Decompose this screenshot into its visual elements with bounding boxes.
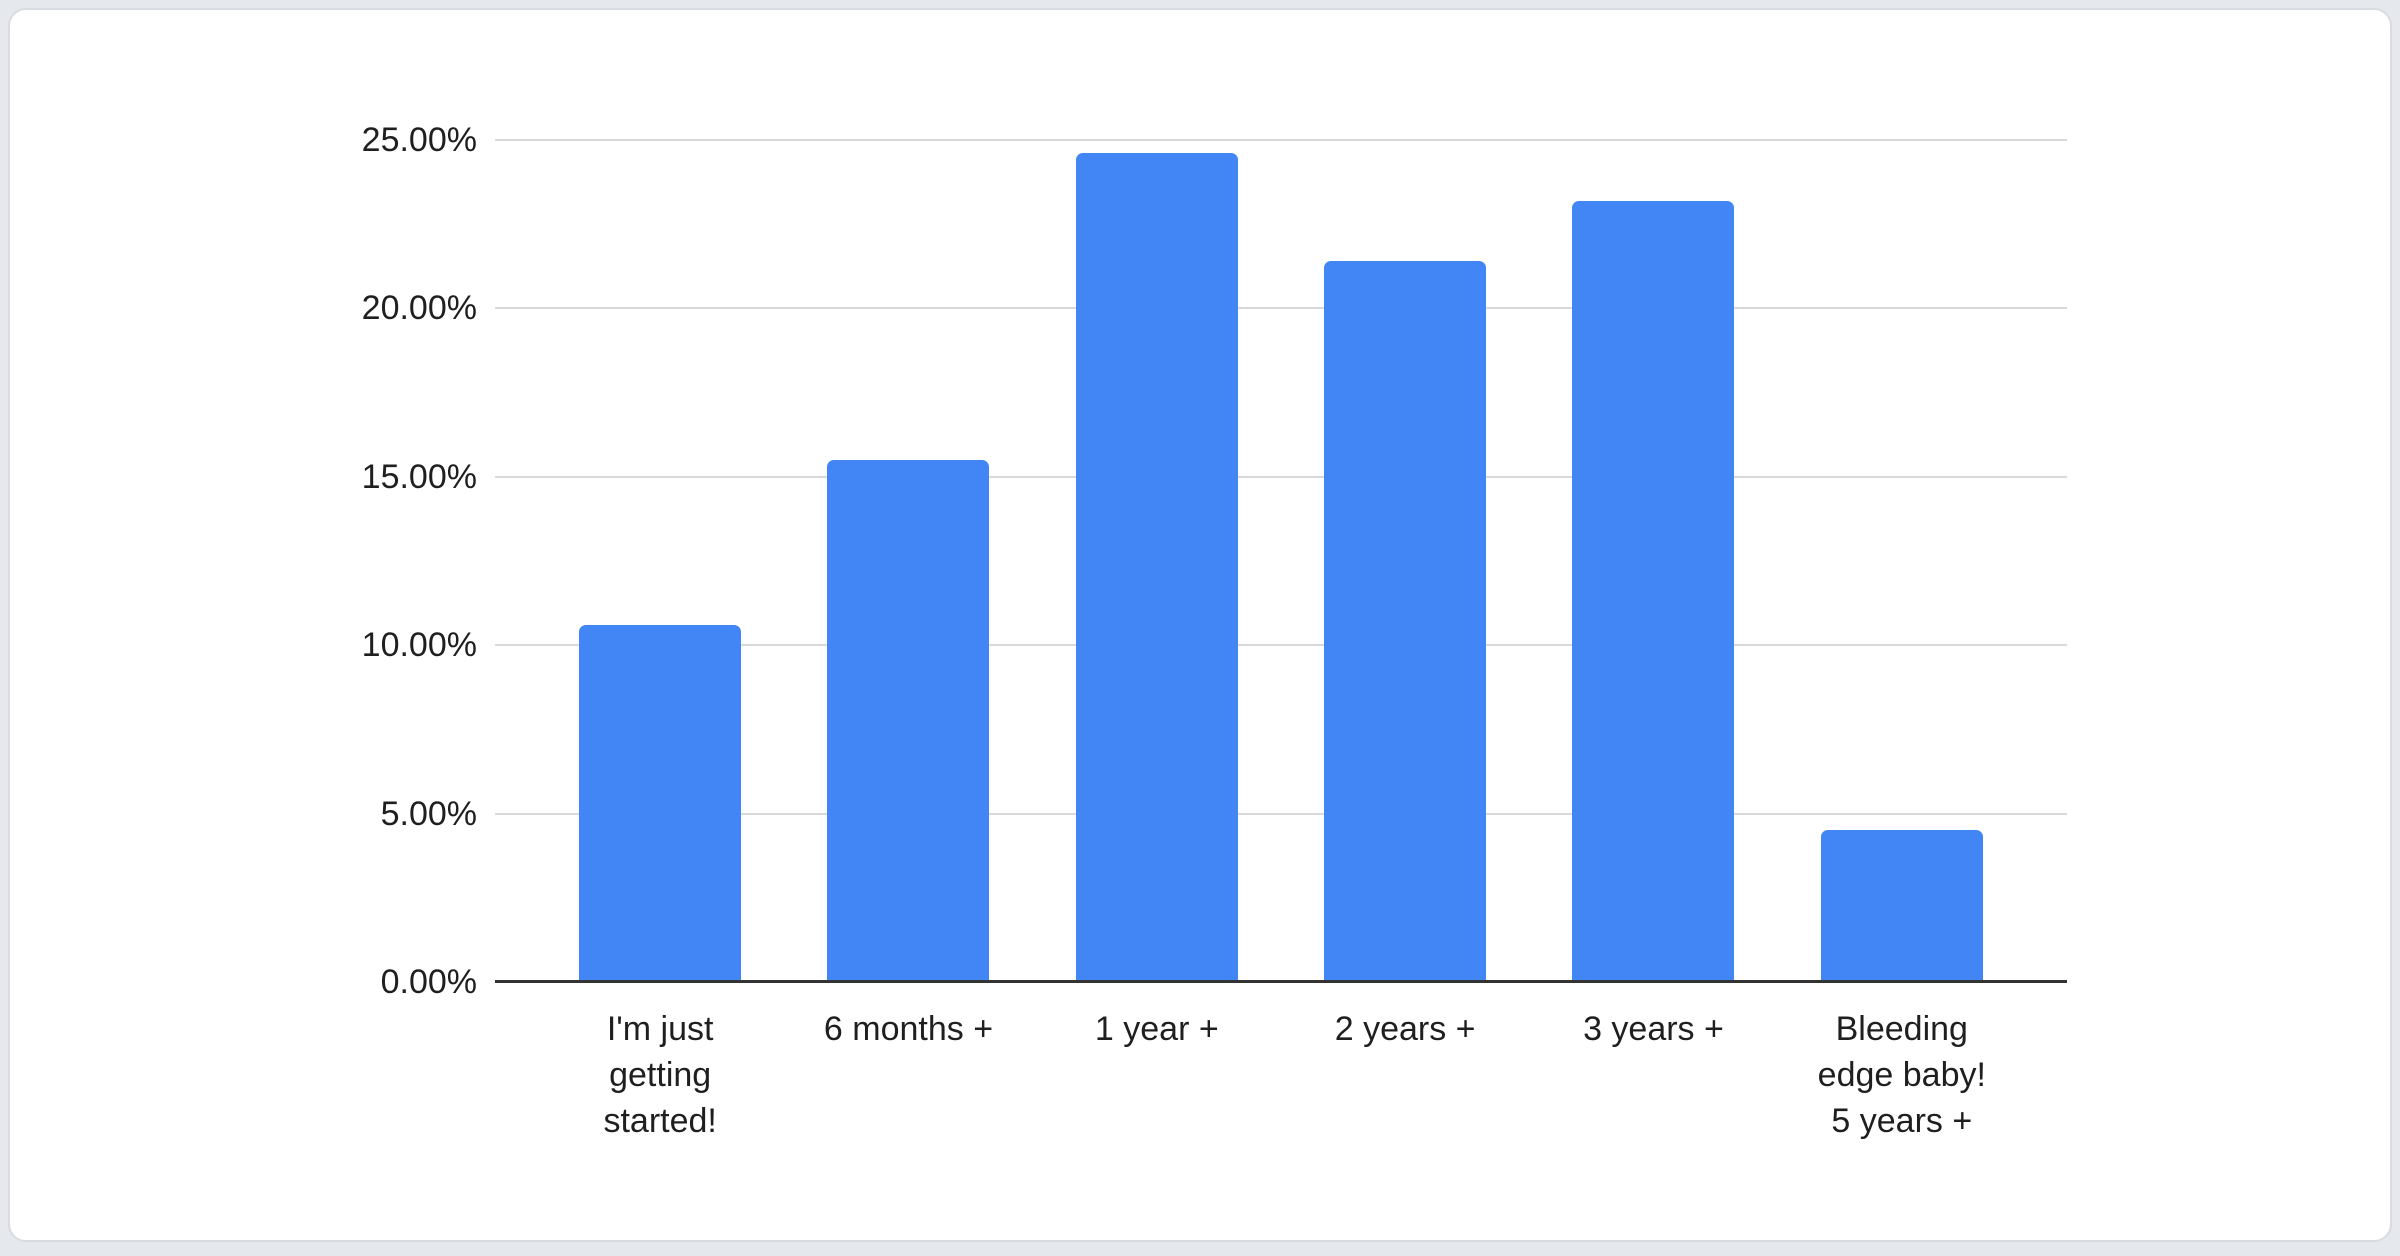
x-tick-label: 3 years + <box>1583 1010 1724 1048</box>
chart-bar <box>579 625 742 982</box>
bar-slot <box>784 140 1032 982</box>
gridline <box>495 139 2067 141</box>
gridline <box>495 476 2067 478</box>
x-tick-label: 1 year + <box>1094 1010 1219 1048</box>
plot-area <box>495 139 2067 983</box>
bar-slot <box>1778 140 2026 982</box>
x-tick-label: 6 months + <box>823 1010 994 1048</box>
chart-bar <box>1820 830 1983 982</box>
gridline <box>495 307 2067 309</box>
gridline <box>495 644 2067 646</box>
x-axis-labels: I'm just getting started! 6 months + 1 yea… <box>495 1006 2067 1144</box>
x-tick-label: Bleeding edge baby! 5 years + <box>1817 1010 1986 1140</box>
chart-bar <box>827 459 990 982</box>
chart-bar <box>1572 200 1735 982</box>
bar-slot <box>1033 140 1281 982</box>
bar-slot <box>1281 140 1529 982</box>
bars-group <box>495 140 2067 982</box>
bar-slot <box>1529 140 1777 982</box>
bar-slot <box>536 140 784 982</box>
x-tick-label: 2 years + <box>1334 1010 1476 1048</box>
x-tick-label: I'm just getting started! <box>603 1010 717 1140</box>
x-axis-line <box>495 980 2067 983</box>
gridline <box>495 813 2067 815</box>
chart-bar <box>1075 153 1238 982</box>
chart-bar <box>1324 261 1487 982</box>
